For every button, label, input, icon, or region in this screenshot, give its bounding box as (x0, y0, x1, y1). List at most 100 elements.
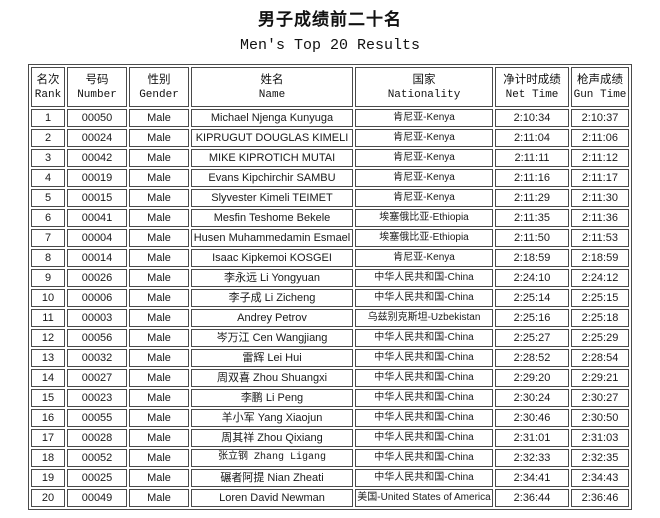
cell-net-time: 2:25:27 (495, 329, 569, 347)
cell-nationality: 埃塞俄比亚-Ethiopia (355, 209, 493, 227)
cell-rank: 15 (31, 389, 65, 407)
cell-gender: Male (129, 389, 189, 407)
cell-name: 雷辉 Lei Hui (191, 349, 353, 367)
header-number-en: Number (77, 88, 117, 101)
cell-gun-time: 2:24:12 (571, 269, 629, 287)
cell-nationality: 肯尼亚-Kenya (355, 249, 493, 267)
cell-rank: 13 (31, 349, 65, 367)
cell-name: 李子成 Li Zicheng (191, 289, 353, 307)
cell-net-time: 2:11:16 (495, 169, 569, 187)
cell-rank: 6 (31, 209, 65, 227)
cell-gender: Male (129, 149, 189, 167)
cell-nationality: 肯尼亚-Kenya (355, 109, 493, 127)
cell-nationality: 美国-United States of America (355, 489, 493, 507)
cell-name: Isaac Kipkemoi KOSGEI (191, 249, 353, 267)
cell-gun-time: 2:11:12 (571, 149, 629, 167)
table-row: 3 00042 Male MIKE KIPROTICH MUTAI 肯尼亚-Ke… (31, 149, 629, 167)
cell-gun-time: 2:29:21 (571, 369, 629, 387)
header-name-en: Name (258, 88, 286, 101)
cell-name: KIPRUGUT DOUGLAS KIMELI (191, 129, 353, 147)
cell-gender: Male (129, 329, 189, 347)
header-nationality-zh: 国家 (412, 73, 436, 86)
cell-gun-time: 2:30:27 (571, 389, 629, 407)
table-row: 19 00025 Male 碾者阿提 Nian Zheati 中华人民共和国-C… (31, 469, 629, 487)
header-rank-zh: 名次 (36, 73, 60, 86)
cell-name: 张立钢 Zhang Ligang (191, 449, 353, 467)
cell-net-time: 2:24:10 (495, 269, 569, 287)
cell-net-time: 2:29:20 (495, 369, 569, 387)
cell-name: 李永远 Li Yongyuan (191, 269, 353, 287)
cell-net-time: 2:36:44 (495, 489, 569, 507)
cell-nationality: 肯尼亚-Kenya (355, 189, 493, 207)
cell-nationality: 中华人民共和国-China (355, 389, 493, 407)
cell-number: 00042 (67, 149, 127, 167)
cell-gender: Male (129, 209, 189, 227)
table-row: 15 00023 Male 李鹏 Li Peng 中华人民共和国-China 2… (31, 389, 629, 407)
cell-net-time: 2:11:50 (495, 229, 569, 247)
cell-number: 00052 (67, 449, 127, 467)
cell-number: 00004 (67, 229, 127, 247)
cell-net-time: 2:10:34 (495, 109, 569, 127)
cell-gender: Male (129, 229, 189, 247)
cell-number: 00050 (67, 109, 127, 127)
table-row: 11 00003 Male Andrey Petrov 乌兹别克斯坦-Uzbek… (31, 309, 629, 327)
cell-net-time: 2:11:29 (495, 189, 569, 207)
cell-rank: 2 (31, 129, 65, 147)
cell-gun-time: 2:36:46 (571, 489, 629, 507)
header-rank-en: Rank (34, 88, 62, 101)
header-number-zh: 号码 (85, 73, 109, 86)
cell-gun-time: 2:28:54 (571, 349, 629, 367)
cell-gender: Male (129, 489, 189, 507)
cell-net-time: 2:30:46 (495, 409, 569, 427)
table-row: 12 00056 Male 岑万江 Cen Wangjiang 中华人民共和国-… (31, 329, 629, 347)
header-number: 号码 Number (67, 67, 127, 107)
cell-gender: Male (129, 349, 189, 367)
cell-gender: Male (129, 129, 189, 147)
header-gun-time-zh: 枪声成绩 (577, 73, 623, 86)
cell-gun-time: 2:10:37 (571, 109, 629, 127)
cell-gender: Male (129, 309, 189, 327)
cell-name: Loren David Newman (191, 489, 353, 507)
cell-nationality: 埃塞俄比亚-Ethiopia (355, 229, 493, 247)
results-body: 1 00050 Male Michael Njenga Kunyuga 肯尼亚-… (31, 109, 629, 507)
cell-gender: Male (129, 249, 189, 267)
cell-gun-time: 2:25:18 (571, 309, 629, 327)
cell-gun-time: 2:11:36 (571, 209, 629, 227)
table-row: 1 00050 Male Michael Njenga Kunyuga 肯尼亚-… (31, 109, 629, 127)
table-row: 8 00014 Male Isaac Kipkemoi KOSGEI 肯尼亚-K… (31, 249, 629, 267)
cell-number: 00025 (67, 469, 127, 487)
cell-nationality: 肯尼亚-Kenya (355, 149, 493, 167)
cell-nationality: 中华人民共和国-China (355, 469, 493, 487)
cell-gender: Male (129, 469, 189, 487)
header-net-time-en: Net Time (505, 88, 559, 101)
cell-rank: 14 (31, 369, 65, 387)
header-gender: 性别 Gender (129, 67, 189, 107)
cell-number: 00015 (67, 189, 127, 207)
cell-gender: Male (129, 369, 189, 387)
header-gender-zh: 性别 (147, 73, 171, 86)
cell-nationality: 中华人民共和国-China (355, 409, 493, 427)
cell-gender: Male (129, 289, 189, 307)
cell-number: 00049 (67, 489, 127, 507)
cell-name: MIKE KIPROTICH MUTAI (191, 149, 353, 167)
cell-rank: 10 (31, 289, 65, 307)
cell-rank: 12 (31, 329, 65, 347)
table-row: 4 00019 Male Evans Kipchirchir SAMBU 肯尼亚… (31, 169, 629, 187)
page-title-zh: 男子成绩前二十名 (258, 10, 402, 29)
cell-gun-time: 2:25:15 (571, 289, 629, 307)
header-name: 姓名 Name (191, 67, 353, 107)
header-name-zh: 姓名 (260, 73, 284, 86)
cell-net-time: 2:11:11 (495, 149, 569, 167)
cell-net-time: 2:28:52 (495, 349, 569, 367)
cell-rank: 8 (31, 249, 65, 267)
cell-number: 00023 (67, 389, 127, 407)
cell-nationality: 中华人民共和国-China (355, 269, 493, 287)
cell-rank: 19 (31, 469, 65, 487)
cell-net-time: 2:30:24 (495, 389, 569, 407)
cell-number: 00003 (67, 309, 127, 327)
table-row: 2 00024 Male KIPRUGUT DOUGLAS KIMELI 肯尼亚… (31, 129, 629, 147)
table-row: 10 00006 Male 李子成 Li Zicheng 中华人民共和国-Chi… (31, 289, 629, 307)
cell-nationality: 中华人民共和国-China (355, 349, 493, 367)
cell-gun-time: 2:32:35 (571, 449, 629, 467)
